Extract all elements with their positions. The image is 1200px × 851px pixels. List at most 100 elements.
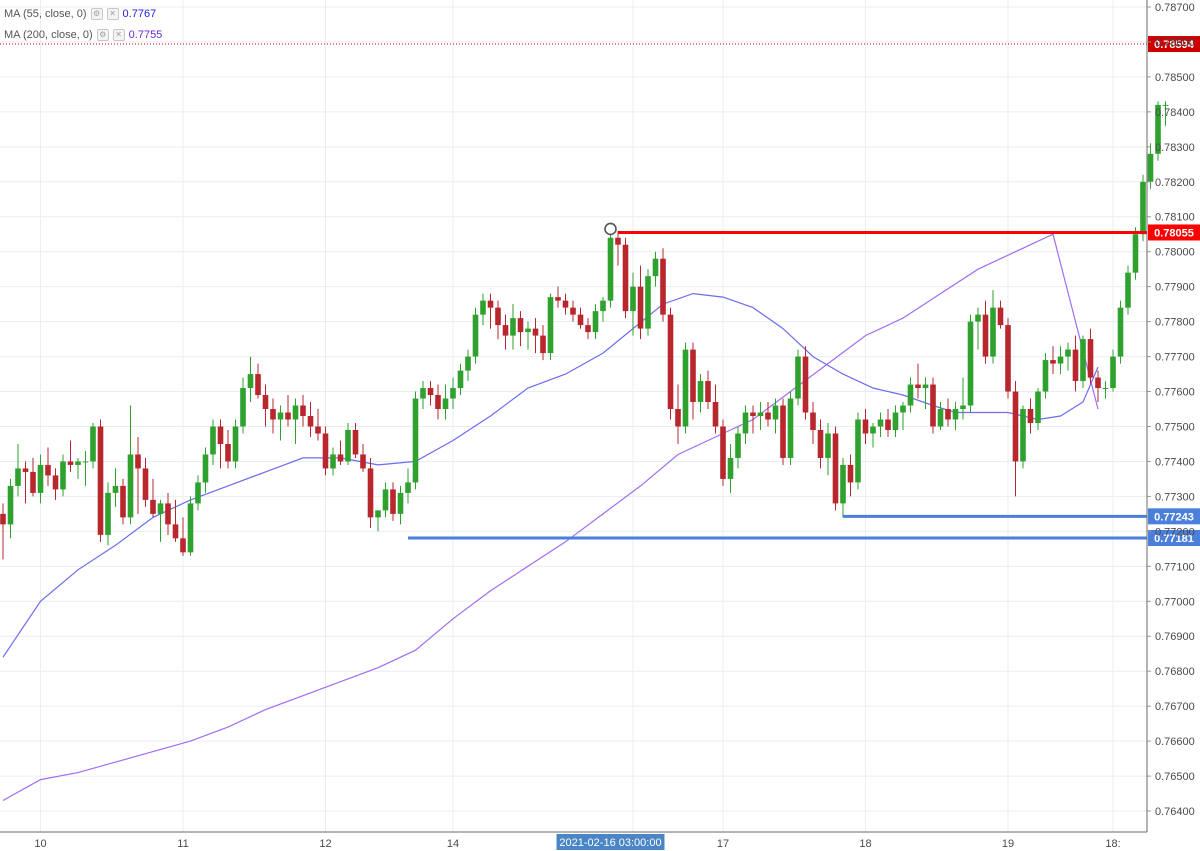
candle-body[interactable] bbox=[510, 318, 516, 336]
candle[interactable] bbox=[727, 443, 734, 493]
candle-body[interactable] bbox=[682, 349, 689, 427]
candle-body[interactable] bbox=[135, 454, 141, 469]
candle-body[interactable] bbox=[420, 388, 426, 399]
candle[interactable] bbox=[862, 409, 869, 444]
candle[interactable] bbox=[397, 485, 404, 525]
candle[interactable] bbox=[1080, 335, 1086, 389]
candle-body[interactable] bbox=[375, 510, 381, 518]
candle-body[interactable] bbox=[315, 426, 321, 434]
candle-body[interactable] bbox=[405, 482, 411, 493]
candle[interactable] bbox=[97, 419, 104, 542]
candle[interactable] bbox=[840, 457, 846, 518]
candle-body[interactable] bbox=[412, 398, 419, 483]
candle-body[interactable] bbox=[870, 426, 876, 434]
candle[interactable] bbox=[787, 391, 794, 465]
candle[interactable] bbox=[637, 265, 644, 340]
candle[interactable] bbox=[712, 384, 719, 434]
candle[interactable] bbox=[390, 482, 396, 521]
candle-body[interactable] bbox=[22, 468, 29, 472]
candle[interactable] bbox=[315, 409, 321, 441]
candle[interactable] bbox=[67, 440, 74, 472]
candle[interactable] bbox=[1117, 300, 1124, 364]
candle[interactable] bbox=[150, 478, 156, 518]
candle[interactable] bbox=[645, 269, 651, 336]
candle[interactable] bbox=[495, 300, 501, 340]
candle-body[interactable] bbox=[1057, 356, 1064, 364]
candle[interactable] bbox=[22, 461, 29, 504]
candle-body[interactable] bbox=[975, 314, 981, 322]
candle[interactable] bbox=[540, 325, 546, 361]
candle[interactable] bbox=[142, 457, 149, 507]
candle-body[interactable] bbox=[945, 409, 951, 420]
candle[interactable] bbox=[937, 402, 944, 430]
candle-body[interactable] bbox=[727, 457, 734, 479]
candle-body[interactable] bbox=[742, 412, 749, 434]
candle[interactable] bbox=[885, 409, 891, 437]
candle-body[interactable] bbox=[45, 464, 51, 476]
candle-body[interactable] bbox=[270, 409, 276, 420]
candle-body[interactable] bbox=[562, 300, 569, 308]
candle[interactable] bbox=[1005, 318, 1011, 399]
candle[interactable] bbox=[1020, 405, 1026, 469]
candle-body[interactable] bbox=[592, 311, 599, 333]
candle-body[interactable] bbox=[247, 374, 254, 389]
candle-body[interactable] bbox=[0, 513, 6, 525]
candle-body[interactable] bbox=[750, 412, 756, 416]
candle-body[interactable] bbox=[1125, 272, 1131, 308]
candle[interactable] bbox=[555, 286, 561, 308]
candle[interactable] bbox=[360, 443, 366, 472]
candle[interactable] bbox=[705, 370, 711, 410]
candle-body[interactable] bbox=[532, 328, 539, 336]
candle-body[interactable] bbox=[832, 433, 839, 504]
candle[interactable] bbox=[210, 419, 216, 465]
candle[interactable] bbox=[465, 349, 471, 382]
candle[interactable] bbox=[592, 304, 599, 340]
candle-body[interactable] bbox=[735, 433, 741, 458]
candle-body[interactable] bbox=[480, 300, 486, 315]
candle-body[interactable] bbox=[172, 524, 179, 539]
candle-body[interactable] bbox=[7, 485, 14, 525]
candle[interactable] bbox=[997, 300, 1004, 329]
candle-body[interactable] bbox=[142, 468, 149, 500]
candle[interactable] bbox=[1132, 227, 1139, 280]
candle-body[interactable] bbox=[30, 471, 36, 493]
candle-body[interactable] bbox=[285, 412, 291, 420]
candle[interactable] bbox=[690, 342, 696, 420]
candle[interactable] bbox=[532, 318, 539, 354]
candle[interactable] bbox=[780, 398, 786, 465]
candle[interactable] bbox=[1050, 346, 1056, 375]
candle-body[interactable] bbox=[435, 395, 441, 410]
candle[interactable] bbox=[930, 377, 936, 434]
candle-body[interactable] bbox=[780, 405, 786, 458]
candle-body[interactable] bbox=[540, 335, 546, 354]
candle[interactable] bbox=[1125, 265, 1131, 315]
candle-body[interactable] bbox=[1065, 349, 1071, 357]
candle[interactable] bbox=[570, 300, 576, 322]
candle[interactable] bbox=[457, 363, 464, 396]
candle[interactable] bbox=[255, 363, 261, 399]
candle-body[interactable] bbox=[847, 464, 854, 483]
candle[interactable] bbox=[405, 468, 411, 504]
candle[interactable] bbox=[435, 384, 441, 420]
candle-body[interactable] bbox=[450, 388, 456, 399]
candle-body[interactable] bbox=[645, 276, 651, 329]
candle[interactable] bbox=[127, 405, 134, 525]
candle[interactable] bbox=[832, 426, 839, 511]
candle-body[interactable] bbox=[202, 454, 209, 483]
candle-body[interactable] bbox=[712, 402, 719, 427]
candle[interactable] bbox=[525, 321, 531, 350]
candle[interactable] bbox=[382, 482, 389, 518]
candle-body[interactable] bbox=[52, 475, 59, 490]
candle[interactable] bbox=[975, 307, 981, 350]
candle-body[interactable] bbox=[660, 258, 666, 315]
candle[interactable] bbox=[510, 304, 516, 350]
candle-body[interactable] bbox=[720, 426, 726, 479]
candle-body[interactable] bbox=[1080, 339, 1086, 382]
candle-body[interactable] bbox=[442, 398, 449, 410]
candle[interactable] bbox=[1072, 335, 1079, 392]
gear-icon[interactable]: ⚙ bbox=[90, 8, 103, 20]
candle[interactable] bbox=[915, 363, 921, 399]
candle[interactable] bbox=[607, 230, 614, 308]
candle-body[interactable] bbox=[180, 538, 186, 553]
candle[interactable] bbox=[907, 377, 914, 413]
